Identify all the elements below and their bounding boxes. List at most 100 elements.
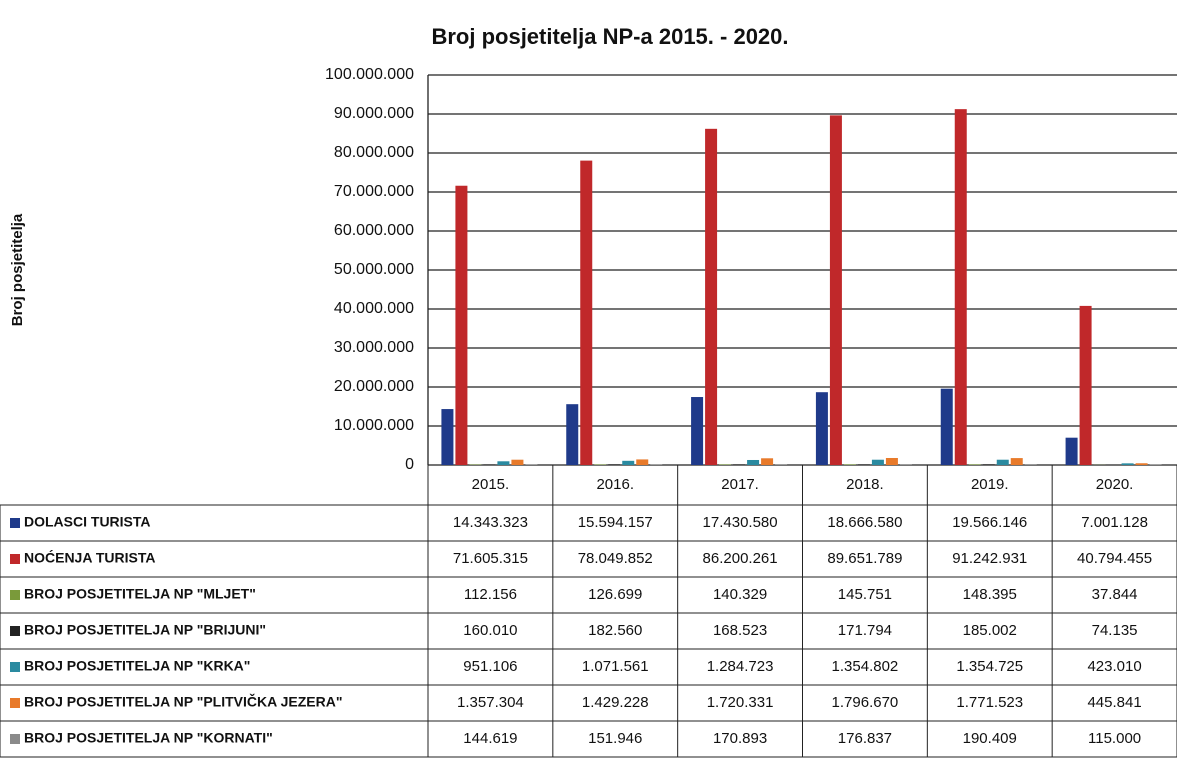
y-tick-label: 80.000.000	[334, 144, 414, 161]
table-cell: 115.000	[1088, 730, 1141, 747]
bar	[1024, 464, 1037, 465]
legend-key	[10, 590, 20, 600]
legend-label: BROJ POSJETITELJA NP "PLITVIČKA JEZERA"	[24, 693, 342, 710]
table-cell: 19.566.146	[952, 514, 1027, 531]
x-tick-label: 2015.	[472, 476, 510, 493]
table-cell: 74.135	[1092, 622, 1138, 639]
legend-label: NOĆENJA TURISTA	[24, 549, 155, 566]
bar	[1135, 463, 1148, 465]
bar	[899, 464, 912, 465]
table-cell: 151.946	[588, 730, 642, 747]
x-tick-label: 2017.	[721, 476, 759, 493]
bar	[1010, 458, 1023, 465]
table-cell: 185.002	[963, 622, 1017, 639]
bar	[1121, 463, 1134, 465]
table-cell: 40.794.455	[1077, 550, 1152, 567]
bar	[483, 464, 496, 465]
y-tick-label: 100.000.000	[325, 66, 414, 83]
bar	[719, 464, 732, 465]
y-tick-label: 70.000.000	[334, 183, 414, 200]
bar	[871, 459, 884, 465]
bar	[829, 115, 842, 465]
table-cell: 18.666.580	[827, 514, 902, 531]
bar	[968, 464, 981, 465]
table-cell: 91.242.931	[952, 550, 1027, 567]
table-cell: 445.841	[1087, 694, 1141, 711]
legend-key	[10, 734, 20, 744]
table-cell: 17.430.580	[703, 514, 778, 531]
y-tick-label: 0	[405, 456, 414, 473]
bar	[511, 459, 524, 465]
chart-title: Broj posjetitelja NP-a 2015. - 2020.	[431, 24, 788, 49]
bar	[525, 464, 538, 465]
legend-key	[10, 698, 20, 708]
bar	[497, 461, 510, 465]
table-cell: 1.357.304	[457, 694, 524, 711]
table-cell: 951.106	[463, 658, 517, 675]
table-cell: 1.771.523	[956, 694, 1023, 711]
table-cell: 1.284.723	[707, 658, 774, 675]
y-tick-label: 40.000.000	[334, 300, 414, 317]
table-cell: 160.010	[463, 622, 517, 639]
table-cell: 190.409	[963, 730, 1017, 747]
table-cell: 1.071.561	[582, 658, 649, 675]
bar	[857, 464, 870, 465]
x-tick-label: 2020.	[1096, 476, 1134, 493]
table-cell: 182.560	[588, 622, 642, 639]
legend-label: BROJ POSJETITELJA NP "BRIJUNI"	[24, 622, 266, 638]
table-cell: 170.893	[713, 730, 767, 747]
legend-key	[10, 662, 20, 672]
y-tick-label: 10.000.000	[334, 417, 414, 434]
table-cell: 71.605.315	[453, 550, 528, 567]
bar	[747, 459, 760, 465]
table-cell: 1.354.802	[832, 658, 899, 675]
table-cell: 145.751	[838, 586, 892, 603]
bar	[691, 397, 704, 465]
y-tick-label: 90.000.000	[334, 105, 414, 122]
legend-key	[10, 626, 20, 636]
bar	[761, 458, 774, 465]
bar	[885, 457, 898, 465]
bar	[636, 459, 649, 465]
table-cell: 78.049.852	[578, 550, 653, 567]
bar	[608, 464, 621, 465]
y-tick-label: 60.000.000	[334, 222, 414, 239]
table-cell: 176.837	[838, 730, 892, 747]
bar	[566, 404, 579, 465]
legend-key	[10, 554, 20, 564]
bar	[622, 460, 635, 465]
bar	[843, 464, 856, 465]
table-cell: 1.796.670	[832, 694, 899, 711]
legend-label: BROJ POSJETITELJA NP "KRKA"	[24, 658, 250, 674]
table-cell: 1.720.331	[707, 694, 774, 711]
legend-key	[10, 518, 20, 528]
table-cell: 1.354.725	[956, 658, 1023, 675]
bar	[1079, 305, 1092, 465]
table-cell: 7.001.128	[1081, 514, 1148, 531]
legend-label: BROJ POSJETITELJA NP "KORNATI"	[24, 730, 273, 746]
y-axis-label: Broj posjetitelja	[9, 213, 26, 326]
bar	[733, 464, 746, 465]
table-cell: 126.699	[588, 586, 642, 603]
x-tick-label: 2016.	[596, 476, 634, 493]
table-cell: 171.794	[838, 622, 892, 639]
bar	[775, 464, 788, 465]
bar	[954, 109, 967, 465]
table-cell: 423.010	[1087, 658, 1141, 675]
table-cell: 144.619	[463, 730, 517, 747]
table-cell: 140.329	[713, 586, 767, 603]
bar	[705, 128, 718, 466]
bar	[1065, 437, 1078, 465]
table-cell: 1.429.228	[582, 694, 649, 711]
x-tick-label: 2018.	[846, 476, 884, 493]
y-tick-label: 20.000.000	[334, 378, 414, 395]
table-cell: 86.200.261	[703, 550, 778, 567]
bar	[580, 160, 593, 465]
x-tick-label: 2019.	[971, 476, 1009, 493]
y-tick-label: 50.000.000	[334, 261, 414, 278]
bar	[815, 392, 828, 465]
table-cell: 15.594.157	[578, 514, 653, 531]
bar	[455, 185, 468, 466]
bar	[940, 388, 953, 465]
